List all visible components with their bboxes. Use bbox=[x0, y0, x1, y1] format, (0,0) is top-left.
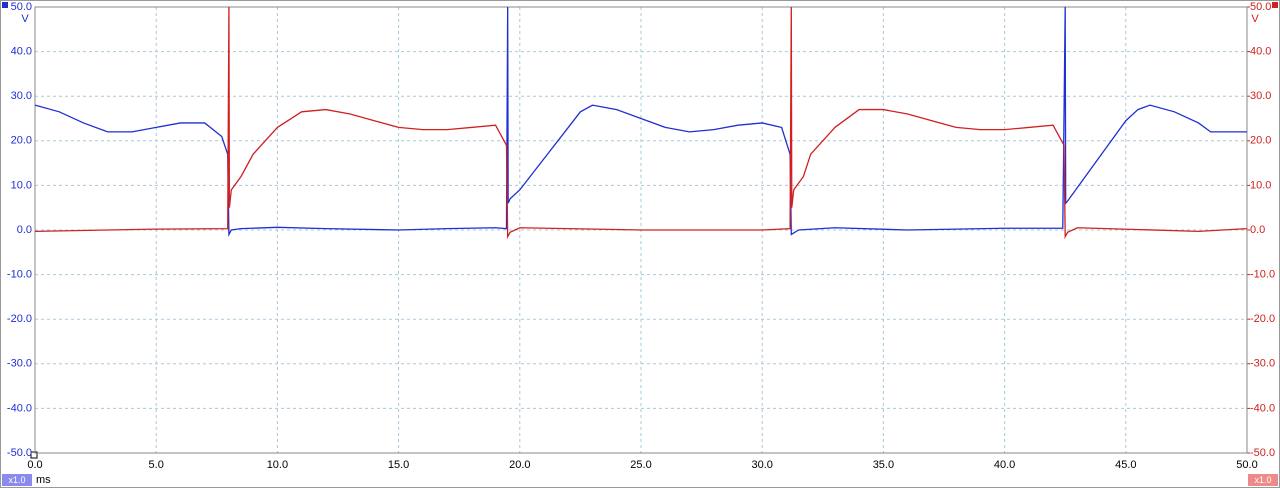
y-tick-label: -40.0 bbox=[7, 402, 32, 414]
y2-tick-label: -50.0 bbox=[1250, 447, 1275, 459]
y-tick-label: 0.0 bbox=[17, 224, 32, 236]
x-tick-label: 40.0 bbox=[994, 459, 1015, 471]
x-tick-label: 30.0 bbox=[751, 459, 772, 471]
y2-tick-label: 50.0 bbox=[1250, 1, 1271, 13]
y-tick-label: 20.0 bbox=[11, 135, 32, 147]
trace bbox=[34, 6, 1247, 237]
y-tick-label: -10.0 bbox=[7, 269, 32, 281]
y2-scale-badge bbox=[1248, 474, 1278, 486]
trace bbox=[34, 6, 1248, 240]
x-tick-label: 25.0 bbox=[630, 459, 651, 471]
y-unit: V bbox=[21, 13, 29, 25]
y2-tick-label: -40.0 bbox=[1250, 402, 1275, 414]
y2-tick-label: 0.0 bbox=[1250, 224, 1265, 236]
x-tick-label: 10.0 bbox=[267, 459, 288, 471]
x-unit: ms bbox=[36, 474, 51, 486]
y-tick-label: -30.0 bbox=[7, 358, 32, 370]
y-tick-label: -20.0 bbox=[7, 313, 32, 325]
y2-tick-label: -30.0 bbox=[1250, 358, 1275, 370]
y2-tick-label: 10.0 bbox=[1250, 179, 1271, 191]
channel-b-marker bbox=[1272, 2, 1278, 8]
x-tick-label: 45.0 bbox=[1115, 459, 1136, 471]
x-tick-label: 35.0 bbox=[873, 459, 894, 471]
x-tick-label: 5.0 bbox=[149, 459, 164, 471]
x-tick-label: 0.0 bbox=[27, 459, 42, 471]
y2-tick-label: -10.0 bbox=[1250, 269, 1275, 281]
x-tick-label: 50.0 bbox=[1236, 459, 1257, 471]
y2-tick-label: 20.0 bbox=[1250, 135, 1271, 147]
y-tick-label: 50.0 bbox=[11, 1, 32, 13]
y-tick-label: -50.0 bbox=[7, 447, 32, 459]
y2-scale: x1.0 bbox=[1254, 475, 1271, 485]
y-tick-label: 10.0 bbox=[11, 179, 32, 191]
y-scale: x1.0 bbox=[8, 475, 25, 485]
y2-tick-label: 40.0 bbox=[1250, 46, 1271, 58]
plot-border bbox=[34, 6, 1248, 454]
y-tick-label: 40.0 bbox=[11, 46, 32, 58]
origin-handle bbox=[30, 451, 38, 459]
x-tick-label: 20.0 bbox=[509, 459, 530, 471]
y2-tick-label: 30.0 bbox=[1250, 90, 1271, 102]
y2-tick-label: -20.0 bbox=[1250, 313, 1275, 325]
y-scale-badge bbox=[2, 474, 32, 486]
y2-unit: V bbox=[1251, 13, 1259, 25]
channel-a-marker bbox=[2, 2, 8, 8]
x-tick-label: 15.0 bbox=[388, 459, 409, 471]
y-tick-label: 30.0 bbox=[11, 90, 32, 102]
